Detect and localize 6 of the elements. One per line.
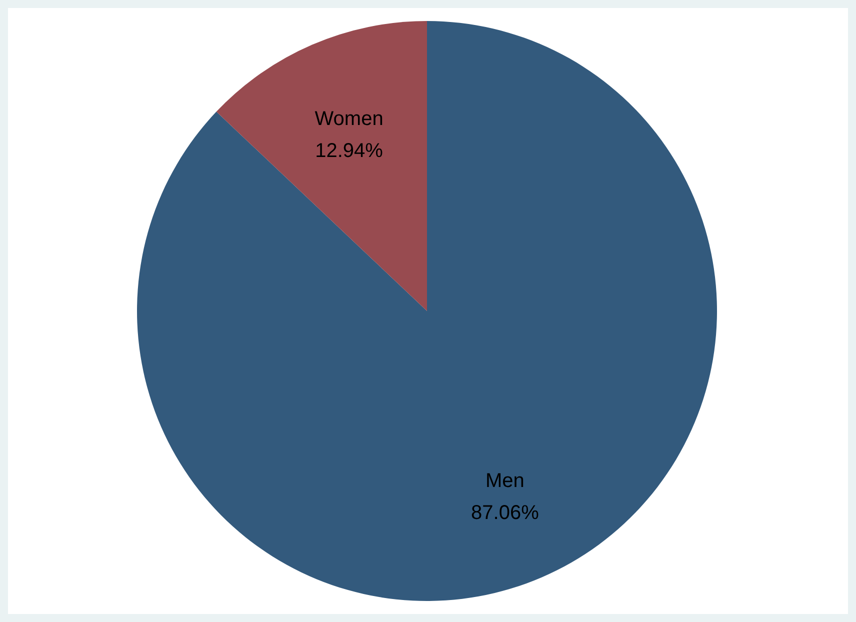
data-label: 12.94%: [315, 140, 384, 162]
pie-slice: [137, 21, 717, 601]
pie-slice: [216, 21, 427, 311]
slice-label: Men: [486, 470, 524, 492]
data-label: 87.06%: [471, 502, 540, 524]
slice-label: Women: [314, 108, 384, 130]
